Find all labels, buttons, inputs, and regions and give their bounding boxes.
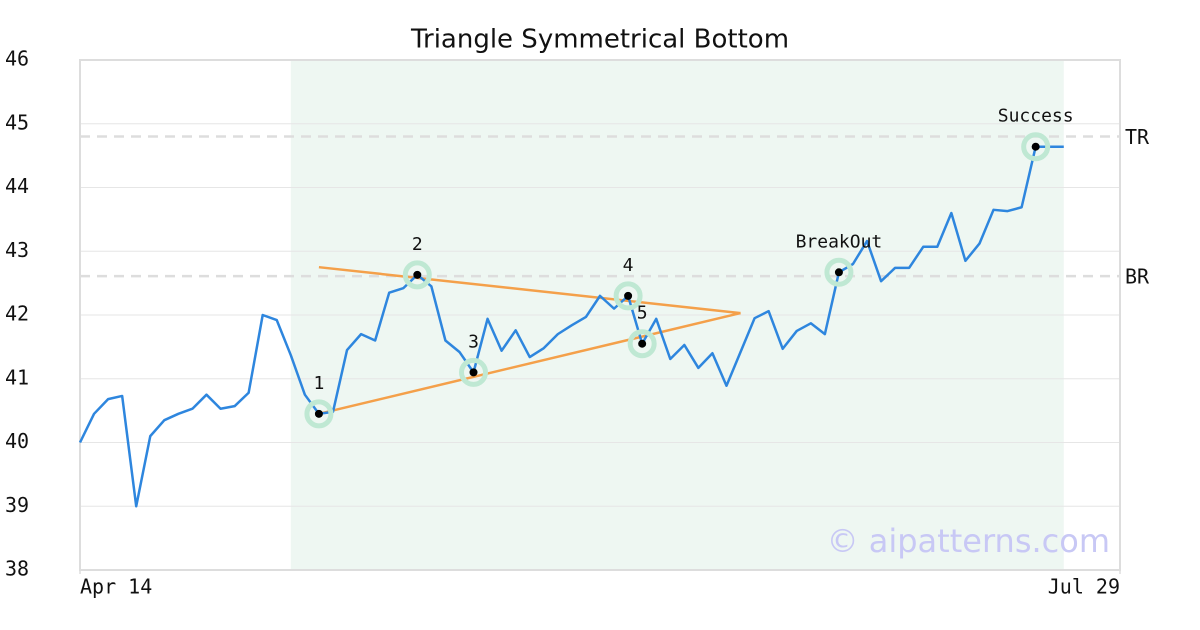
marker-label: 2 <box>412 234 423 255</box>
marker-halo <box>304 399 334 429</box>
marker-dot <box>834 268 843 277</box>
reference-label: BR <box>1125 265 1150 289</box>
marker-label: Success <box>998 106 1074 127</box>
plot-frame <box>79 59 1121 571</box>
marker-label: 5 <box>637 303 648 324</box>
y-tick-label: 46 <box>5 47 29 71</box>
marker-dot <box>1031 142 1040 151</box>
marker-halo <box>613 281 643 311</box>
y-tick-label: 45 <box>5 110 29 134</box>
x-tick-label: Apr 14 <box>80 575 152 599</box>
marker-halo <box>627 329 657 359</box>
y-tick-label: 44 <box>5 174 29 198</box>
chart-title: Triangle Symmetrical Bottom <box>410 25 789 55</box>
y-tick-label: 43 <box>5 238 29 262</box>
marker-dot <box>624 291 633 300</box>
y-tick-label: 39 <box>5 493 29 517</box>
watermark: © aipatterns.com <box>827 522 1110 560</box>
marker-halo <box>1021 132 1051 162</box>
marker-label: BreakOut <box>796 231 883 252</box>
trendline <box>318 311 741 416</box>
trendline <box>318 265 741 315</box>
x-tick-label: Jul 29 <box>1048 575 1120 599</box>
marker-label: 1 <box>313 373 324 394</box>
marker-label: 3 <box>468 331 479 352</box>
marker-dot <box>314 409 323 418</box>
price-line <box>78 145 1064 508</box>
marker-label: 4 <box>623 255 634 276</box>
marker-dot <box>469 368 478 377</box>
y-tick-label: 38 <box>5 557 29 581</box>
marker-halo <box>459 357 489 387</box>
reference-label: TR <box>1125 125 1150 149</box>
marker-halo <box>402 260 432 290</box>
marker-dot <box>413 270 422 279</box>
y-tick-label: 42 <box>5 302 29 326</box>
y-tick-label: 41 <box>5 365 29 389</box>
marker-halo <box>824 257 854 287</box>
y-tick-label: 40 <box>5 429 29 453</box>
marker-dot <box>638 339 647 348</box>
